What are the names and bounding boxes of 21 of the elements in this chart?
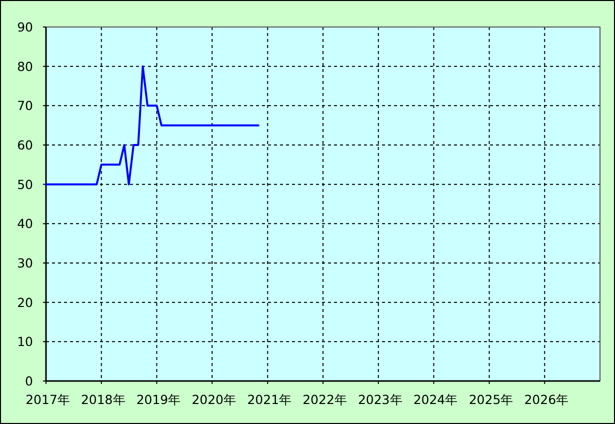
y-tick-label: 50 xyxy=(17,176,34,192)
y-tick-label: 10 xyxy=(17,334,34,350)
x-tick-label: 2021年 xyxy=(247,392,292,407)
x-tick-label: 2019年 xyxy=(136,392,182,407)
x-tick-label: 2025年 xyxy=(468,392,514,407)
y-tick-label: 0 xyxy=(25,374,34,388)
x-tick-label: 2023年 xyxy=(358,392,403,407)
x-tick-label: 2018年 xyxy=(80,392,126,407)
x-tick-label: 2020年 xyxy=(192,392,237,407)
x-tick-label: 2026年 xyxy=(524,392,570,407)
x-tick-label: 2022年 xyxy=(302,392,348,407)
y-tick-label: 30 xyxy=(17,256,34,270)
x-tick-label: 2024年 xyxy=(413,392,458,407)
x-tick-label: 2017年 xyxy=(26,392,70,407)
y-tick-label: 40 xyxy=(17,216,34,232)
line-series xyxy=(45,65,260,186)
y-tick-label: 20 xyxy=(17,294,34,310)
y-tick-label: 90 xyxy=(17,20,34,34)
y-tick-label: 70 xyxy=(17,98,34,114)
y-tick-label: 80 xyxy=(17,58,34,74)
y-tick-label: 60 xyxy=(17,138,34,152)
